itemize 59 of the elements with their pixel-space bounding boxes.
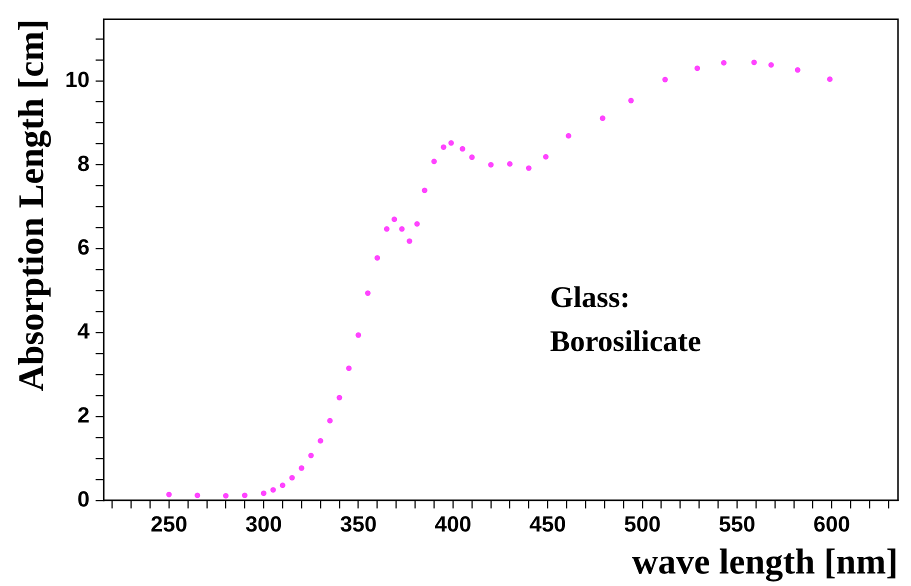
point: [720, 60, 727, 66]
x-tick-label: 400: [434, 512, 472, 537]
point: [628, 98, 634, 104]
point: [223, 492, 229, 499]
y-tick-label: 8: [77, 150, 90, 176]
point: [406, 238, 412, 244]
point: [356, 332, 362, 338]
point: [827, 76, 833, 82]
x-tick-label: 250: [150, 512, 188, 537]
point: [768, 62, 774, 68]
point: [242, 492, 248, 498]
point: [566, 133, 572, 139]
point: [469, 154, 475, 160]
x-tick-label: 450: [529, 512, 566, 537]
point: [392, 216, 398, 222]
point: [507, 161, 513, 167]
point: [448, 140, 454, 146]
x-tick-label: 500: [624, 512, 661, 537]
y-tick-label: 10: [65, 66, 90, 92]
annotation: Glass: Borosilicate: [550, 280, 702, 360]
point: [694, 65, 700, 72]
y-tick-label: 4: [77, 318, 90, 344]
point: [318, 438, 324, 444]
x-tick-label: 300: [245, 512, 282, 537]
point: [298, 465, 304, 471]
point: [166, 492, 172, 498]
point: [260, 490, 266, 496]
x-tick-label: 350: [340, 512, 377, 537]
point: [327, 418, 333, 424]
x-tick-label: 550: [718, 512, 756, 537]
y-tick-label: 2: [77, 402, 90, 428]
point: [526, 165, 532, 171]
point: [488, 162, 494, 168]
point: [336, 394, 342, 400]
point: [543, 154, 549, 160]
point: [289, 474, 295, 481]
y-axis-title: Absorption Length [cm]: [10, 19, 51, 392]
point: [384, 226, 390, 232]
point: [460, 146, 466, 152]
point: [374, 255, 380, 261]
point: [662, 76, 668, 82]
point: [194, 492, 200, 498]
y-tick-label: 0: [77, 486, 90, 512]
point: [751, 60, 757, 66]
point: [794, 67, 800, 73]
point: [431, 158, 437, 164]
point: [422, 188, 428, 194]
y-tick-label: 6: [77, 234, 90, 260]
point: [365, 290, 371, 296]
point: [270, 487, 276, 493]
point: [280, 482, 286, 488]
x-tick-label: 600: [813, 512, 850, 537]
point: [399, 226, 405, 232]
point: [308, 452, 314, 458]
point: [346, 365, 352, 372]
point: [440, 144, 446, 150]
point: [600, 115, 606, 122]
x-axis-title: wave length [nm]: [632, 542, 898, 582]
point: [414, 221, 420, 227]
